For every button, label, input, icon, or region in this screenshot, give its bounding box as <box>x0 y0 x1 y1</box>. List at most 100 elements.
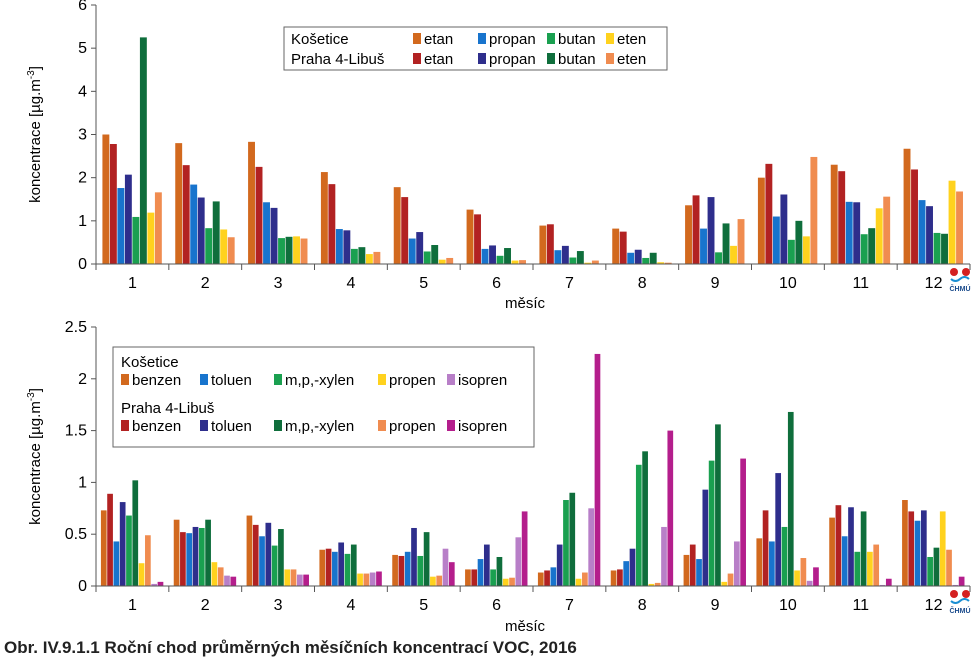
chart-2: 00.511.522.51 2 3 4 5 6 7 8 9 10 11 12měsíckoncentr… <box>26 319 971 635</box>
legend-box <box>283 26 668 71</box>
y-axis-label: koncentrace [µg.m-3] <box>26 66 44 203</box>
x-tick-label: 3 <box>274 275 283 292</box>
logo-text: ČHMÚ <box>950 284 971 293</box>
x-tick-label: 9 <box>711 597 720 614</box>
y-tick-label: 3 <box>78 127 87 144</box>
x-tick-label: 11 <box>852 597 869 614</box>
bar-etan-kosetice <box>102 134 110 264</box>
legend-swatch <box>274 374 282 385</box>
bar-propen-kosetice <box>430 576 436 586</box>
bar-propen-libus <box>800 558 807 586</box>
x-tick-label: 4 <box>346 597 355 614</box>
bar-propen-libus <box>873 544 880 586</box>
bar-benzen-kosetice <box>319 549 326 586</box>
x-tick-label: 4 <box>346 275 355 292</box>
bar-eten-libus <box>154 192 162 264</box>
legend-swatch <box>121 374 129 385</box>
x-tick-label: 6 <box>492 275 501 292</box>
bar-toluen-kosetice <box>841 536 848 586</box>
legend-swatch <box>606 33 614 44</box>
y-tick-label: 0.5 <box>65 526 87 543</box>
bar-butan-libus <box>504 248 511 264</box>
legend-entry: toluen <box>211 418 252 435</box>
legend-swatch <box>547 53 555 64</box>
x-tick-label: 12 <box>925 597 943 614</box>
bar-eten-kosetice <box>802 236 810 264</box>
bar-toluen-libus <box>192 526 199 586</box>
bar-etan-libus <box>911 169 918 264</box>
bar-propan-libus <box>197 197 205 264</box>
x-axis-label: měsíc <box>505 618 546 635</box>
bar-toluen-kosetice <box>477 559 484 586</box>
x-tick-label: 1 <box>128 275 137 292</box>
bar-etan-libus <box>838 171 846 264</box>
bar-benzen-libus <box>107 493 113 586</box>
bar-etan-kosetice <box>830 164 838 264</box>
bar-benzen-kosetice <box>829 517 835 586</box>
bar-propen-kosetice <box>939 511 946 586</box>
bar-propan-libus <box>634 249 642 264</box>
bar-butan-kosetice <box>715 252 722 264</box>
bar-toluen-kosetice <box>550 567 557 586</box>
legend-swatch <box>200 420 208 431</box>
legend-entry: benzen <box>132 372 181 389</box>
legend-swatch <box>413 33 421 44</box>
bar-toluen-libus <box>920 510 927 586</box>
bar-m,p,-xylen-libus <box>642 451 648 586</box>
bar-m,p,-xylen-libus <box>423 532 430 586</box>
bar-eten-libus <box>810 156 818 264</box>
bar-butan-kosetice <box>933 232 941 264</box>
legend-entry: isopren <box>458 372 507 389</box>
bar-butan-libus <box>941 233 948 264</box>
x-tick-label: 1 <box>128 597 137 614</box>
bar-butan-kosetice <box>787 239 795 264</box>
bar-toluen-libus <box>119 502 126 586</box>
legend-entry: eten <box>617 31 646 48</box>
x-tick-label: 8 <box>638 597 647 614</box>
bar-propen-kosetice <box>502 578 509 586</box>
bar-etan-kosetice <box>393 187 401 264</box>
bar-etan-libus <box>255 166 263 265</box>
y-tick-label: 2 <box>78 170 87 187</box>
y-tick-label: 1 <box>78 474 87 491</box>
y-tick-label: 4 <box>78 83 87 100</box>
bar-m,p,-xylen-kosetice <box>271 545 278 586</box>
y-tick-label: 0 <box>78 256 87 273</box>
bar-propan-libus <box>853 202 861 264</box>
bar-butan-libus <box>868 228 876 264</box>
legend-swatch <box>478 53 486 64</box>
bar-eten-kosetice <box>365 254 373 264</box>
y-tick-label: 2.5 <box>65 319 87 336</box>
bar-isopren-libus <box>157 581 164 586</box>
legend-entry: eten <box>617 51 646 68</box>
bar-m,p,-xylen-libus <box>715 424 721 586</box>
bar-etan-libus <box>546 224 554 264</box>
bar-propen-libus <box>727 573 734 586</box>
bar-benzen-kosetice <box>100 510 107 586</box>
x-axis-label: měsíc <box>505 295 546 312</box>
bar-toluen-kosetice <box>113 541 120 586</box>
legend-entry: m,p,-xylen <box>285 372 354 389</box>
bar-eten-libus <box>446 257 454 264</box>
legend-swatch <box>274 420 282 431</box>
bar-m,p,-xylen-kosetice <box>198 527 205 586</box>
legend-swatch <box>413 53 421 64</box>
bar-butan-libus <box>139 37 147 265</box>
bar-benzen-kosetice <box>902 500 908 586</box>
bar-propan-libus <box>561 245 569 264</box>
bar-eten-libus <box>883 196 891 264</box>
bar-etan-libus <box>328 184 336 264</box>
bar-benzen-libus <box>544 570 550 586</box>
bar-eten-libus <box>591 260 599 264</box>
bar-propan-kosetice <box>627 252 635 264</box>
bar-butan-kosetice <box>496 255 504 264</box>
x-tick-label: 7 <box>565 275 574 292</box>
bar-propan-libus <box>707 197 715 264</box>
bar-propan-libus <box>124 174 132 264</box>
bar-propan-libus <box>343 230 351 264</box>
legend-swatch <box>478 33 486 44</box>
bar-eten-kosetice <box>584 262 592 264</box>
bar-propen-libus <box>509 577 515 586</box>
bar-butan-libus <box>212 201 220 264</box>
bar-m,p,-xylen-kosetice <box>635 464 642 586</box>
